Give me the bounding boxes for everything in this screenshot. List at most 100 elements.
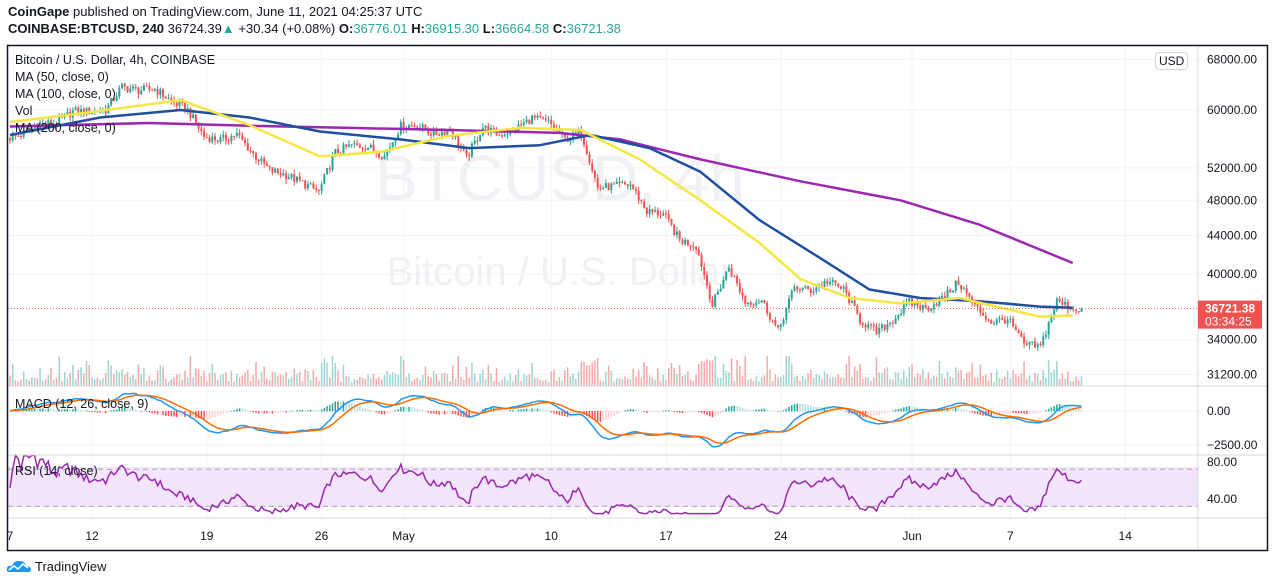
volume-bar — [184, 370, 186, 386]
candle-body — [629, 184, 632, 186]
candle-body — [1047, 322, 1050, 335]
legend-ma100[interactable]: MA (100, close, 0) — [15, 87, 116, 101]
macd-histogram-bar — [823, 407, 826, 412]
tradingview-logo[interactable]: TradingView — [6, 558, 107, 574]
candle-body — [716, 291, 719, 295]
macd-histogram-bar — [692, 411, 695, 413]
candle-body — [402, 121, 405, 130]
macd-histogram-bar — [561, 411, 563, 416]
volume-bar — [569, 376, 572, 386]
volume-bar — [88, 365, 91, 386]
high-value: 36915.30 — [424, 21, 480, 36]
macd-histogram-bar — [80, 409, 82, 412]
macd-histogram-bar — [378, 411, 380, 414]
macd-histogram-bar — [277, 411, 279, 413]
candle-body — [790, 290, 793, 299]
macd-histogram-bar — [739, 407, 741, 412]
legend-macd[interactable]: MACD (12, 26, close, 9) — [15, 397, 149, 411]
candle-body — [397, 134, 400, 140]
macd-histogram-bar — [490, 407, 492, 412]
volume-bar — [115, 369, 118, 386]
macd-histogram-bar — [55, 410, 58, 412]
volume-bar — [1058, 378, 1061, 386]
volume-bar — [985, 374, 987, 386]
candle-body — [408, 125, 411, 129]
macd-histogram-bar — [430, 411, 432, 414]
candle-body — [265, 163, 268, 167]
macd-histogram-bar — [605, 411, 607, 420]
volume-bar — [998, 378, 1001, 386]
macd-histogram-bar — [148, 411, 151, 413]
volume-bar — [881, 372, 883, 386]
currency-badge[interactable]: USD — [1155, 52, 1189, 70]
macd-histogram-bar — [129, 408, 132, 412]
publisher-name: CoinGape — [8, 4, 70, 19]
candle-body — [544, 118, 547, 120]
candle-body — [569, 139, 572, 142]
x-tick-label: 14 — [1119, 529, 1133, 543]
candle-body — [1020, 332, 1023, 337]
legend-ma50[interactable]: MA (50, close, 0) — [15, 70, 109, 84]
volume-bar — [446, 373, 449, 386]
macd-histogram-bar — [520, 409, 522, 412]
macd-histogram-bar — [126, 407, 129, 412]
macd-histogram-bar — [870, 411, 872, 417]
open-value: 36776.01 — [353, 21, 408, 36]
candle-body — [345, 144, 348, 147]
macd-histogram-bar — [749, 409, 752, 412]
candle-body — [296, 176, 298, 182]
macd-histogram-bar — [848, 411, 850, 414]
volume-bar — [799, 380, 801, 386]
candle-body — [875, 326, 878, 335]
volume-bar — [52, 379, 55, 386]
volume-bar — [957, 370, 960, 386]
macd-histogram-bar — [115, 409, 118, 412]
legend-ma200[interactable]: MA (200, close, 0) — [15, 121, 116, 135]
candle-body — [593, 170, 596, 178]
volume-bar — [1056, 361, 1058, 386]
legend-rsi[interactable]: RSI (14, close) — [15, 464, 98, 478]
macd-histogram-bar — [788, 406, 790, 412]
candle-body — [1077, 311, 1080, 313]
macd-histogram-bar — [624, 410, 626, 412]
candle-body — [528, 119, 531, 125]
candle-body — [50, 120, 52, 125]
macd-histogram-bar — [842, 410, 845, 412]
macd-histogram-bar — [1020, 411, 1023, 414]
volume-bar — [372, 373, 375, 386]
macd-histogram-bar — [318, 410, 320, 412]
volume-bar — [523, 374, 525, 386]
macd-histogram-bar — [312, 409, 315, 412]
candle-body — [443, 131, 446, 135]
volume-bar — [165, 379, 167, 386]
legend-vol[interactable]: Vol — [15, 104, 33, 118]
macd-histogram-bar — [883, 411, 886, 414]
candle-body — [145, 85, 148, 87]
candle-body — [304, 180, 307, 189]
candle-body — [689, 245, 692, 247]
volume-bar — [189, 356, 192, 386]
candle-body — [1055, 298, 1058, 310]
volume-bar — [296, 373, 298, 386]
macd-histogram-bar — [657, 411, 659, 413]
volume-bar — [25, 378, 28, 386]
macd-histogram-bar — [676, 411, 678, 413]
macd-histogram-bar — [323, 407, 326, 412]
macd-histogram-bar — [257, 411, 260, 414]
volume-bar — [118, 372, 121, 386]
price-tick-label: 34000.00 — [1207, 333, 1257, 347]
macd-histogram-bar — [22, 409, 25, 412]
volume-bar — [386, 370, 388, 386]
volume-bar — [919, 375, 921, 386]
volume-bar — [167, 381, 170, 386]
macd-histogram-bar — [875, 411, 878, 416]
macd-histogram-bar — [635, 409, 637, 412]
macd-histogram-bar — [1045, 410, 1047, 412]
volume-bar — [424, 366, 427, 386]
volume-bar — [1009, 378, 1012, 386]
macd-histogram-bar — [544, 410, 547, 412]
candle-body — [440, 131, 443, 136]
macd-histogram-bar — [74, 408, 77, 412]
volume-bar — [493, 380, 495, 386]
